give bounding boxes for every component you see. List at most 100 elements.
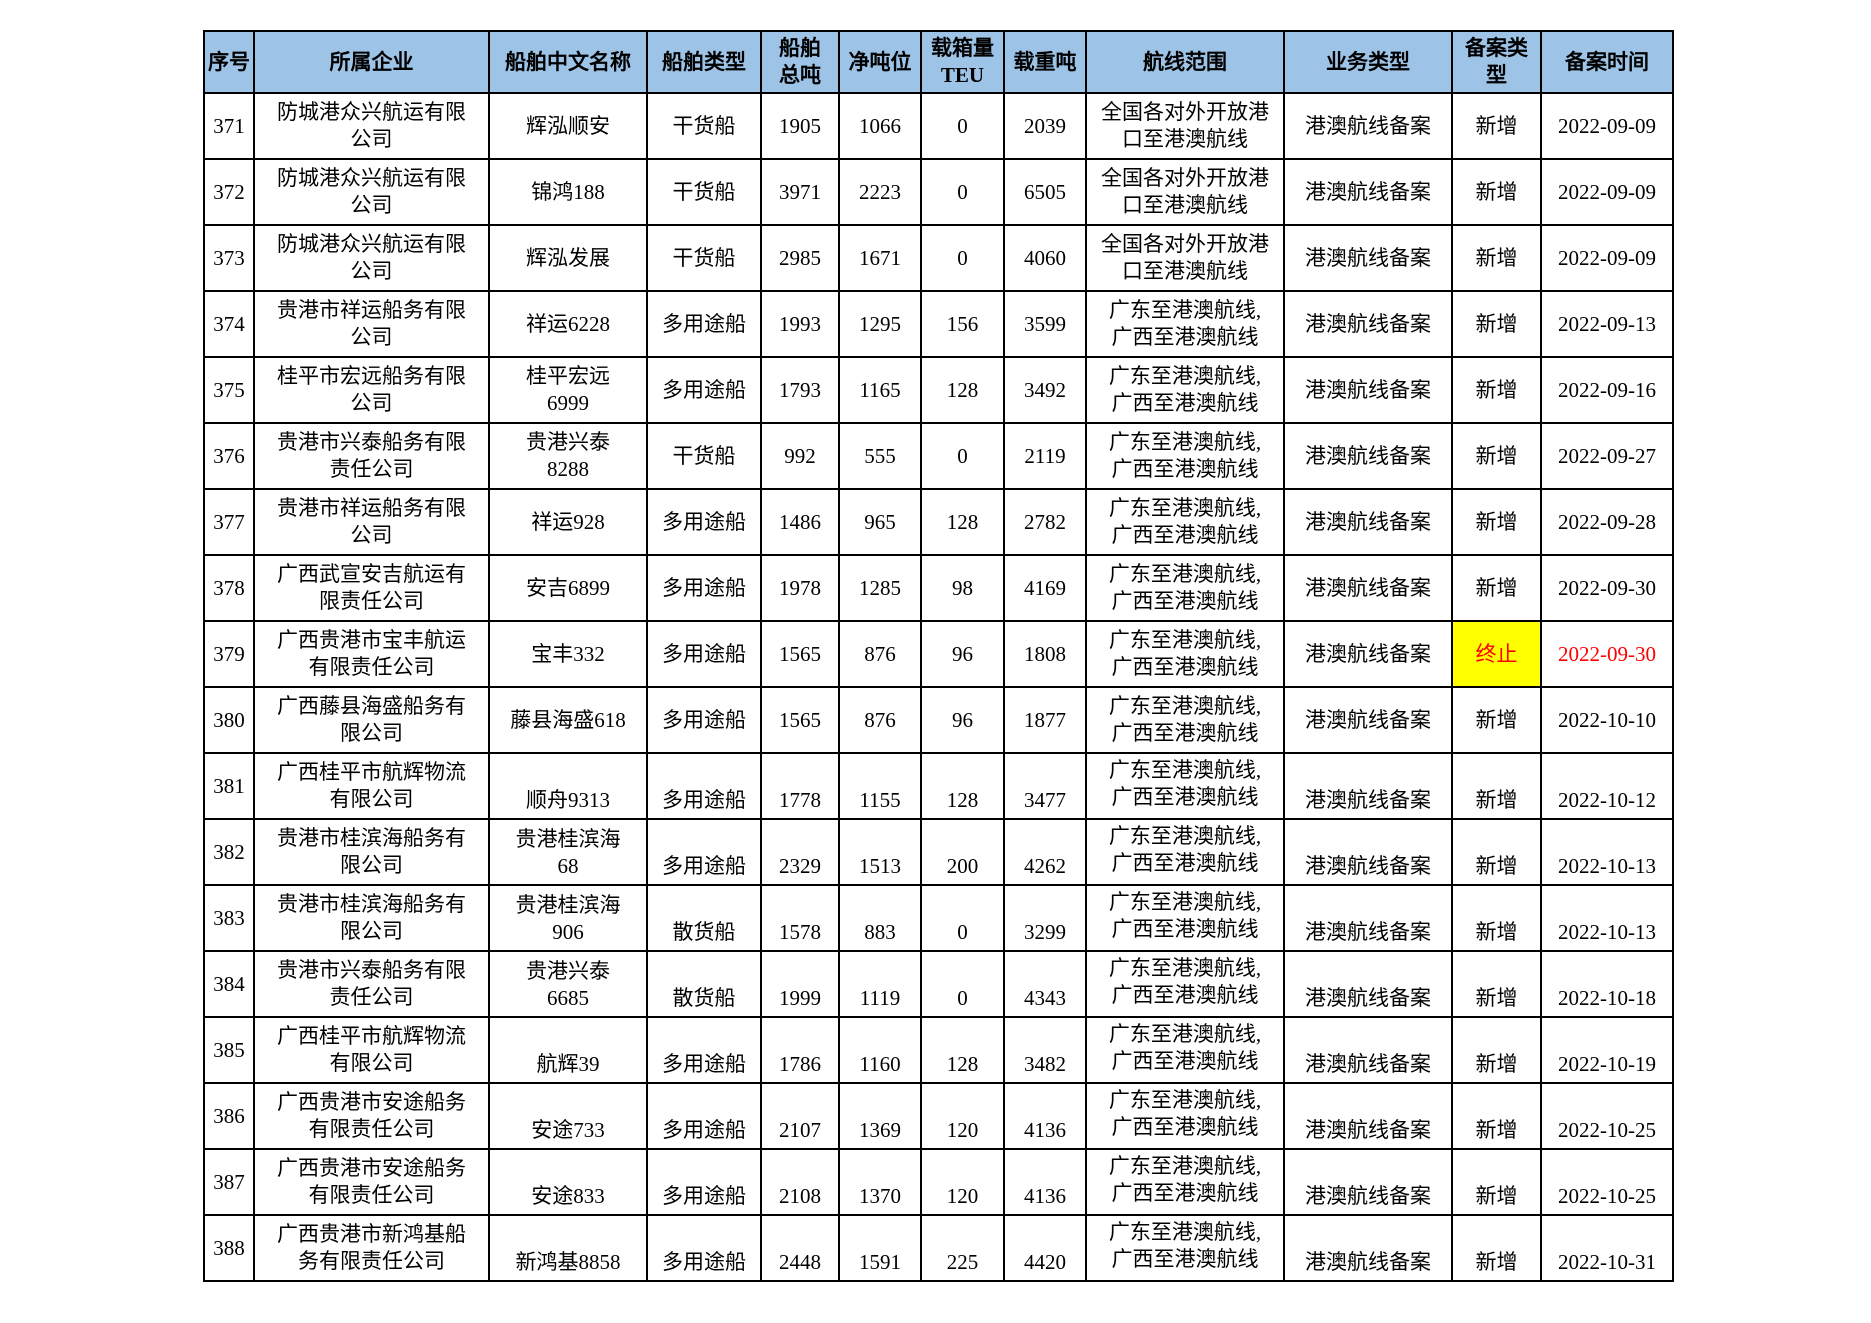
cell-gross_tonnage: 2448	[760, 1214, 840, 1282]
cell-dwt: 6505	[1003, 158, 1087, 226]
cell-route: 广东至港澳航线, 广西至港澳航线	[1085, 422, 1285, 490]
table-row: 371 防城港众兴航运有限 公司 辉泓顺安 干货船 1905 1066 0 2039 全国各对外…	[203, 92, 1674, 160]
cell-teu: 0	[920, 224, 1005, 292]
cell-net_tonnage: 1285	[838, 554, 922, 622]
cell-route: 广东至港澳航线, 广西至港澳航线	[1085, 1016, 1285, 1084]
cell-dwt: 3299	[1003, 884, 1087, 952]
cell-net_tonnage: 876	[838, 686, 922, 754]
cell-ship_type: 多用途船	[646, 752, 762, 820]
cell-company: 防城港众兴航运有限 公司	[253, 158, 490, 226]
cell-ship_name: 藤县海盛618	[488, 686, 648, 754]
cell-company: 广西贵港市安途船务 有限责任公司	[253, 1148, 490, 1216]
cell-teu: 0	[920, 92, 1005, 160]
cell-dwt: 2119	[1003, 422, 1087, 490]
col-header-ship_type: 船舶类型	[646, 30, 762, 94]
cell-ship_type: 多用途船	[646, 356, 762, 424]
table-row: 375 桂平市宏远船务有限 公司 桂平宏远 6999 多用途船 1793 1165 128 3…	[203, 356, 1674, 424]
cell-index: 386	[203, 1082, 255, 1150]
cell-filing_date: 2022-10-13	[1540, 818, 1674, 886]
col-header-route: 航线范围	[1085, 30, 1285, 94]
cell-route: 广东至港澳航线, 广西至港澳航线	[1085, 1214, 1285, 1282]
cell-ship_name: 祥运928	[488, 488, 648, 556]
cell-dwt: 3492	[1003, 356, 1087, 424]
cell-ship_name: 贵港桂滨海 68	[488, 818, 648, 886]
cell-filing_type: 新增	[1451, 422, 1542, 490]
cell-filing_type: 新增	[1451, 554, 1542, 622]
cell-business_type: 港澳航线备案	[1283, 290, 1453, 358]
cell-filing_date: 2022-09-13	[1540, 290, 1674, 358]
cell-filing_type: 新增	[1451, 92, 1542, 160]
cell-ship_name: 航辉39	[488, 1016, 648, 1084]
cell-net_tonnage: 1165	[838, 356, 922, 424]
cell-business_type: 港澳航线备案	[1283, 950, 1453, 1018]
cell-company: 防城港众兴航运有限 公司	[253, 224, 490, 292]
table-row: 378 广西武宣安吉航运有 限责任公司 安吉6899 多用途船 1978 1285 98 41…	[203, 554, 1674, 622]
cell-gross_tonnage: 2329	[760, 818, 840, 886]
cell-business_type: 港澳航线备案	[1283, 554, 1453, 622]
col-header-dwt: 载重吨	[1003, 30, 1087, 94]
cell-company: 广西武宣安吉航运有 限责任公司	[253, 554, 490, 622]
cell-company: 广西贵港市宝丰航运 有限责任公司	[253, 620, 490, 688]
cell-index: 383	[203, 884, 255, 952]
col-header-ship_name: 船舶中文名称	[488, 30, 648, 94]
cell-ship_name: 安途833	[488, 1148, 648, 1216]
cell-filing_date: 2022-10-18	[1540, 950, 1674, 1018]
cell-dwt: 3599	[1003, 290, 1087, 358]
cell-route: 广东至港澳航线, 广西至港澳航线	[1085, 884, 1285, 952]
cell-teu: 128	[920, 752, 1005, 820]
cell-teu: 128	[920, 488, 1005, 556]
cell-ship_name: 桂平宏远 6999	[488, 356, 648, 424]
cell-dwt: 4060	[1003, 224, 1087, 292]
cell-net_tonnage: 1513	[838, 818, 922, 886]
cell-business_type: 港澳航线备案	[1283, 686, 1453, 754]
cell-filing_type: 新增	[1451, 356, 1542, 424]
table-row: 387 广西贵港市安途船务 有限责任公司 安途833 多用途船 2108 1370 120 4…	[203, 1148, 1674, 1216]
cell-net_tonnage: 876	[838, 620, 922, 688]
cell-gross_tonnage: 1565	[760, 620, 840, 688]
cell-dwt: 3482	[1003, 1016, 1087, 1084]
cell-index: 372	[203, 158, 255, 226]
table-row: 376 贵港市兴泰船务有限 责任公司 贵港兴泰 8288 干货船 992 555 0 2119…	[203, 422, 1674, 490]
cell-gross_tonnage: 1978	[760, 554, 840, 622]
cell-business_type: 港澳航线备案	[1283, 422, 1453, 490]
cell-filing_type: 新增	[1451, 1214, 1542, 1282]
cell-filing_type: 终止	[1451, 620, 1542, 688]
cell-ship_name: 辉泓顺安	[488, 92, 648, 160]
cell-dwt: 2782	[1003, 488, 1087, 556]
cell-company: 贵港市桂滨海船务有 限公司	[253, 884, 490, 952]
cell-index: 387	[203, 1148, 255, 1216]
cell-business_type: 港澳航线备案	[1283, 884, 1453, 952]
cell-net_tonnage: 965	[838, 488, 922, 556]
cell-business_type: 港澳航线备案	[1283, 92, 1453, 160]
cell-business_type: 港澳航线备案	[1283, 224, 1453, 292]
cell-net_tonnage: 1369	[838, 1082, 922, 1150]
cell-filing_date: 2022-10-19	[1540, 1016, 1674, 1084]
cell-filing_date: 2022-10-25	[1540, 1082, 1674, 1150]
col-header-filing_date: 备案时间	[1540, 30, 1674, 94]
cell-ship_name: 新鸿基8858	[488, 1214, 648, 1282]
cell-ship_type: 多用途船	[646, 1214, 762, 1282]
cell-filing_type: 新增	[1451, 158, 1542, 226]
table-row: 382 贵港市桂滨海船务有 限公司 贵港桂滨海 68 多用途船 2329 1513 200 4…	[203, 818, 1674, 886]
cell-index: 382	[203, 818, 255, 886]
cell-ship_name: 辉泓发展	[488, 224, 648, 292]
cell-teu: 225	[920, 1214, 1005, 1282]
cell-filing_type: 新增	[1451, 818, 1542, 886]
cell-index: 378	[203, 554, 255, 622]
cell-route: 广东至港澳航线, 广西至港澳航线	[1085, 752, 1285, 820]
table-header: 序号 所属企业 船舶中文名称 船舶类型 船舶 总吨 净吨位 载箱量 TEU 载重吨 航线范围 业务…	[203, 30, 1674, 94]
cell-route: 广东至港澳航线, 广西至港澳航线	[1085, 1082, 1285, 1150]
cell-ship_name: 锦鸿188	[488, 158, 648, 226]
table-row: 379 广西贵港市宝丰航运 有限责任公司 宝丰332 多用途船 1565 876 96 180…	[203, 620, 1674, 688]
header-row: 序号 所属企业 船舶中文名称 船舶类型 船舶 总吨 净吨位 载箱量 TEU 载重吨 航线范围 业务…	[203, 30, 1674, 94]
cell-teu: 200	[920, 818, 1005, 886]
table-row: 384 贵港市兴泰船务有限 责任公司 贵港兴泰 6685 散货船 1999 1119 0 43…	[203, 950, 1674, 1018]
cell-dwt: 1877	[1003, 686, 1087, 754]
cell-ship_type: 多用途船	[646, 686, 762, 754]
cell-teu: 128	[920, 356, 1005, 424]
cell-filing_date: 2022-10-10	[1540, 686, 1674, 754]
cell-business_type: 港澳航线备案	[1283, 1016, 1453, 1084]
cell-net_tonnage: 1160	[838, 1016, 922, 1084]
cell-route: 广东至港澳航线, 广西至港澳航线	[1085, 356, 1285, 424]
cell-company: 广西桂平市航辉物流 有限公司	[253, 752, 490, 820]
